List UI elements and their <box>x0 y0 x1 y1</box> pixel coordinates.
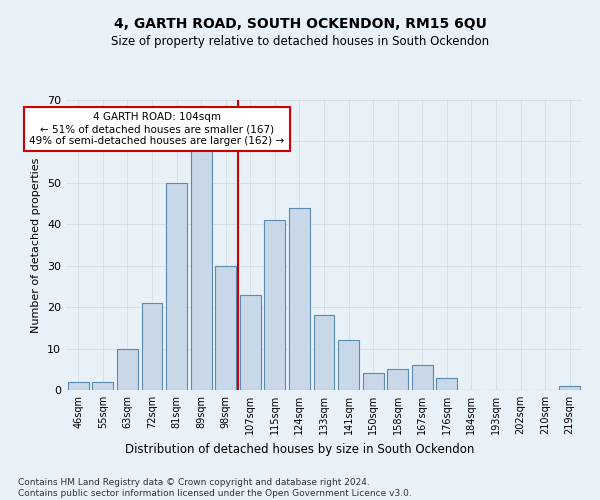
Bar <box>412 365 433 390</box>
Bar <box>314 316 334 390</box>
Bar <box>166 183 187 390</box>
Text: Distribution of detached houses by size in South Ockendon: Distribution of detached houses by size … <box>125 442 475 456</box>
Bar <box>215 266 236 390</box>
Bar <box>362 374 383 390</box>
Bar <box>68 382 89 390</box>
Y-axis label: Number of detached properties: Number of detached properties <box>31 158 41 332</box>
Text: Size of property relative to detached houses in South Ockendon: Size of property relative to detached ho… <box>111 35 489 48</box>
Bar <box>191 150 212 390</box>
Text: 4, GARTH ROAD, SOUTH OCKENDON, RM15 6QU: 4, GARTH ROAD, SOUTH OCKENDON, RM15 6QU <box>113 18 487 32</box>
Text: 4 GARTH ROAD: 104sqm
← 51% of detached houses are smaller (167)
49% of semi-deta: 4 GARTH ROAD: 104sqm ← 51% of detached h… <box>29 112 284 146</box>
Bar <box>240 294 261 390</box>
Bar <box>117 348 138 390</box>
Bar <box>387 370 408 390</box>
Bar <box>92 382 113 390</box>
Bar <box>289 208 310 390</box>
Text: Contains HM Land Registry data © Crown copyright and database right 2024.
Contai: Contains HM Land Registry data © Crown c… <box>18 478 412 498</box>
Bar <box>559 386 580 390</box>
Bar <box>436 378 457 390</box>
Bar <box>265 220 286 390</box>
Bar <box>338 340 359 390</box>
Bar <box>142 303 163 390</box>
